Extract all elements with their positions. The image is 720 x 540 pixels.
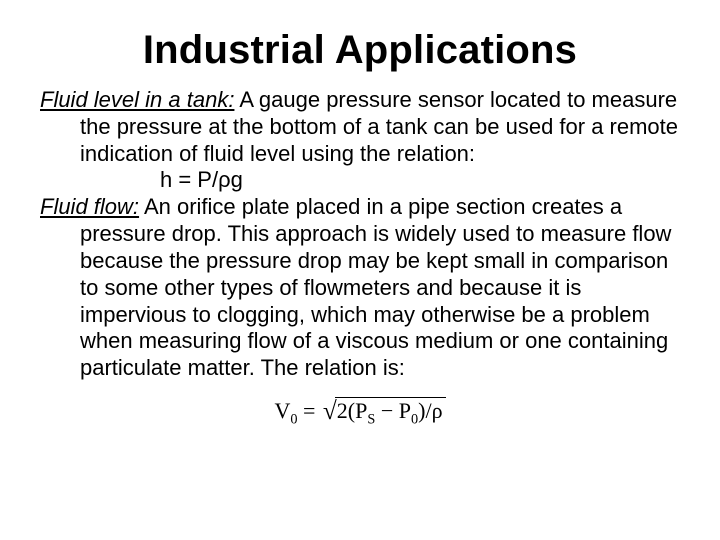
formula-fluid-level: h = P/ρg: [40, 167, 680, 194]
slide-body: Fluid level in a tank: A gauge pressure …: [40, 87, 680, 427]
eq-radicand: 2(PS − P0)/ρ: [335, 397, 446, 425]
section-fluid-flow: Fluid flow: An orifice plate placed in a…: [40, 194, 680, 382]
slide: Industrial Applications Fluid level in a…: [0, 0, 720, 540]
equation-fluid-flow: V0 = √ 2(PS − P0)/ρ: [40, 396, 680, 427]
eq-sqrt: √ 2(PS − P0)/ρ: [321, 396, 446, 427]
equation-content: V0 = √ 2(PS − P0)/ρ: [274, 398, 445, 423]
slide-title: Industrial Applications: [40, 28, 680, 73]
eq-rad-mid: − P: [375, 398, 411, 423]
section-fluid-flow-lead: Fluid flow:: [40, 194, 139, 219]
eq-rad-prefix: 2(P: [337, 398, 368, 423]
section-fluid-level-lead: Fluid level in a tank:: [40, 87, 234, 112]
eq-lhs-var: V: [274, 398, 290, 423]
eq-rad-suffix: )/ρ: [418, 398, 442, 423]
section-fluid-flow-text: An orifice plate placed in a pipe sectio…: [80, 194, 671, 380]
eq-equals: =: [297, 398, 320, 423]
section-fluid-level: Fluid level in a tank: A gauge pressure …: [40, 87, 680, 167]
